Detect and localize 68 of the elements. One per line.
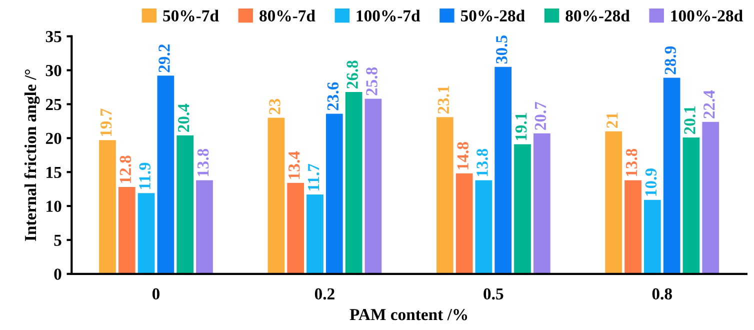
y-axis-title: Internal friction angle /° <box>24 69 40 241</box>
bar <box>326 114 343 274</box>
bar <box>494 66 512 274</box>
data-label: 20.1 <box>684 106 696 134</box>
legend-label: 80%-7d <box>260 10 316 22</box>
legend-label: 100%-7d <box>356 10 420 22</box>
bar <box>644 200 661 274</box>
data-label: 29.2 <box>158 44 170 72</box>
bar <box>196 180 213 274</box>
y-tick-label: 5 <box>54 234 62 246</box>
y-tick-label: 0 <box>54 268 62 280</box>
bar <box>306 194 324 274</box>
y-tick-label: 10 <box>46 200 62 212</box>
data-label: 28.9 <box>664 46 676 74</box>
legend-label: 50%-7d <box>163 10 219 22</box>
legend-label: 100%-28d <box>671 10 743 22</box>
data-label: 12.8 <box>120 156 132 183</box>
data-label: 22.4 <box>704 90 715 118</box>
y-tick-label: 15 <box>46 166 62 178</box>
y-tick-label: 35 <box>46 31 62 42</box>
bar <box>475 180 492 274</box>
bar <box>99 140 116 274</box>
data-label: 11.9 <box>139 162 151 189</box>
y-tick-label: 30 <box>46 64 62 76</box>
x-tick-label: 0.2 <box>314 288 334 300</box>
x-tick-label: 0 <box>152 288 160 300</box>
data-label: 19.1 <box>515 113 527 140</box>
data-label: 10.9 <box>645 168 657 196</box>
bar <box>514 144 531 274</box>
bar <box>138 193 155 274</box>
bar <box>157 76 174 274</box>
bar <box>268 118 285 274</box>
legend-label: 50%-28d <box>460 10 525 22</box>
bar <box>345 92 362 274</box>
bar <box>533 133 550 274</box>
data-label: 21 <box>606 112 618 128</box>
data-label: 26.8 <box>346 60 358 88</box>
data-label: 25.8 <box>366 67 378 96</box>
bar <box>682 137 700 274</box>
bar <box>436 117 454 274</box>
bar <box>702 122 720 274</box>
y-tick-label: 25 <box>46 98 62 110</box>
y-tick-label: 20 <box>46 132 62 144</box>
data-label: 23 <box>269 98 280 114</box>
data-label: 23.6 <box>327 82 339 110</box>
bar <box>624 180 642 274</box>
data-label: 13.8 <box>476 148 488 176</box>
data-label: 23.1 <box>438 86 450 114</box>
bar <box>605 131 622 274</box>
x-axis-title: PAM content /% <box>350 308 468 320</box>
data-label: 30.5 <box>496 36 508 64</box>
data-label: 13.4 <box>288 151 300 179</box>
bar <box>176 135 194 274</box>
legend-label: 80%-28d <box>566 10 630 22</box>
data-label: 19.7 <box>100 108 112 136</box>
bar <box>364 98 382 274</box>
data-label: 11.7 <box>308 164 320 190</box>
bar <box>456 173 473 274</box>
data-label: 14.8 <box>457 142 469 170</box>
bar <box>663 78 680 274</box>
x-tick-label: 0.8 <box>652 288 672 300</box>
data-label: 20.4 <box>178 104 190 132</box>
data-label: 20.7 <box>534 102 546 130</box>
bar <box>118 187 136 274</box>
data-label: 13.8 <box>626 148 638 176</box>
x-tick-label: 0.5 <box>484 288 504 300</box>
bar <box>287 182 304 274</box>
data-label: 13.8 <box>197 148 209 176</box>
